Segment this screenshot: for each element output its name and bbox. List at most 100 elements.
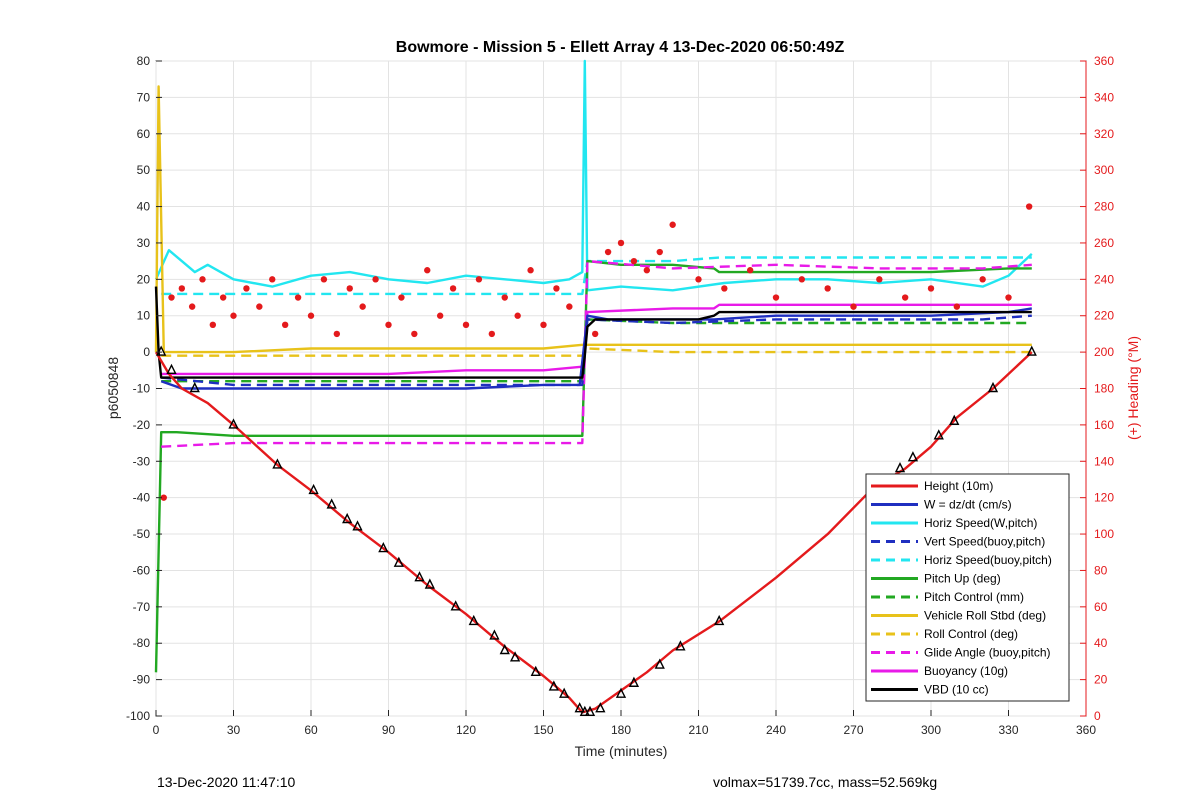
- legend-label: Vert Speed(buoy,pitch): [924, 535, 1045, 549]
- heading-point: [695, 276, 702, 283]
- heading-point: [269, 276, 276, 283]
- height-marker: [933, 429, 944, 440]
- heading-point: [424, 267, 431, 274]
- series-line: [161, 259, 1032, 448]
- height-marker: [342, 512, 353, 524]
- height-marker: [548, 680, 559, 691]
- height-marker: [1026, 345, 1037, 356]
- legend-box: [865, 473, 1070, 702]
- x-tick-label: 240: [766, 723, 786, 737]
- legend-label: Vehicle Roll Stbd (deg): [924, 609, 1046, 623]
- y-tick-label: -40: [133, 491, 151, 505]
- x-tick-label: 210: [688, 723, 708, 737]
- heading-point: [591, 330, 599, 338]
- y-tick-label: 10: [137, 309, 151, 323]
- height-marker: [615, 687, 627, 698]
- y-tick-label: 0: [143, 345, 150, 359]
- y2-tick-label: 80: [1094, 563, 1108, 577]
- heading-point: [527, 267, 534, 274]
- legend-label: Pitch Up (deg): [924, 572, 1001, 586]
- y-tick-labels: 80 70 60 50 40 30 20 10 0 -10 -20 -30 -40 -50 -60 -70 -8…: [126, 54, 162, 723]
- legend-label: W = dz/dt (cm/s): [924, 498, 1012, 512]
- heading-point: [824, 285, 831, 292]
- heading-point: [359, 303, 366, 310]
- heading-point: [372, 276, 379, 283]
- heading-point: [901, 294, 909, 301]
- height-marker: [530, 665, 541, 677]
- height-marker: [907, 451, 919, 462]
- series-line: [161, 303, 1032, 376]
- x-tick-label: 180: [611, 723, 631, 737]
- series-line: [154, 85, 1032, 354]
- heading-point: [411, 330, 418, 338]
- height-marker: [489, 629, 500, 640]
- y-axis-label: p6050848: [105, 357, 121, 420]
- y2-tick-label: 340: [1094, 90, 1114, 104]
- height-marker: [894, 461, 906, 473]
- y-tick-label: -20: [133, 418, 151, 432]
- heading-point: [178, 285, 186, 292]
- legend-label: Pitch Control (mm): [924, 590, 1024, 604]
- series-line: [161, 256, 1032, 296]
- heading-point: [199, 276, 206, 283]
- x-tick-label: 120: [456, 723, 476, 737]
- heading-point: [385, 321, 392, 329]
- height-marker: [628, 676, 640, 687]
- height-marker: [559, 687, 570, 698]
- x-tick-label: 0: [153, 723, 160, 737]
- heading-point: [449, 285, 457, 292]
- heading-point: [850, 303, 857, 310]
- y2-tick-label: 260: [1094, 236, 1114, 250]
- y-tick-label: 30: [137, 236, 151, 250]
- height-marker: [499, 643, 510, 655]
- height-marker: [414, 571, 425, 582]
- heading-point: [501, 294, 508, 301]
- y2-tick-label: 220: [1094, 309, 1114, 323]
- y-tick-label: 50: [137, 163, 151, 177]
- height-marker: [509, 651, 521, 662]
- legend: Height (10m) W = dz/dt (cm/s) Horiz Speed(…: [865, 473, 1070, 702]
- y-tick-label: 70: [137, 90, 151, 104]
- series-line: [154, 259, 1032, 673]
- heading-point: [243, 285, 250, 292]
- heading-point: [514, 312, 521, 319]
- heading-point: [566, 303, 573, 310]
- height-marker: [393, 556, 404, 567]
- height-marker: [450, 600, 461, 611]
- y-tick-label: -80: [133, 636, 151, 650]
- heading-point: [1025, 203, 1033, 210]
- legend-label: Horiz Speed(W,pitch): [924, 516, 1037, 530]
- heading-point: [209, 321, 217, 329]
- y2-tick-label: 160: [1094, 418, 1114, 432]
- heading-point: [927, 285, 935, 292]
- heading-point: [953, 303, 961, 310]
- heading-point: [281, 321, 289, 329]
- heading-point: [488, 330, 496, 338]
- footer-timestamp: 13-Dec-2020 11:47:10: [157, 774, 296, 790]
- height-marker: [156, 345, 167, 356]
- heading-point: [979, 276, 986, 283]
- y2-tick-label: 20: [1094, 673, 1108, 687]
- heading-point: [721, 285, 728, 292]
- y-tick-label: 20: [137, 272, 151, 286]
- heading-point: [436, 312, 444, 319]
- heading-point: [398, 294, 405, 301]
- legend-label: Roll Control (deg): [924, 627, 1018, 641]
- heading-point: [230, 312, 237, 319]
- heading-point: [307, 312, 315, 319]
- height-markers: [156, 345, 1037, 717]
- height-marker: [189, 381, 200, 393]
- heading-point: [656, 248, 663, 256]
- heading-point: [604, 248, 612, 256]
- x-tick-label: 330: [998, 723, 1018, 737]
- heading-point: [256, 303, 263, 310]
- series-line: [161, 314, 1032, 387]
- height-marker: [584, 705, 596, 717]
- heading-point: [617, 239, 625, 247]
- y2-tick-label: 300: [1094, 163, 1114, 177]
- height-marker: [595, 702, 606, 713]
- legend-label: Buoyancy (10g): [924, 664, 1008, 678]
- heading-point: [643, 267, 651, 274]
- y2-tick-label: 120: [1094, 491, 1114, 505]
